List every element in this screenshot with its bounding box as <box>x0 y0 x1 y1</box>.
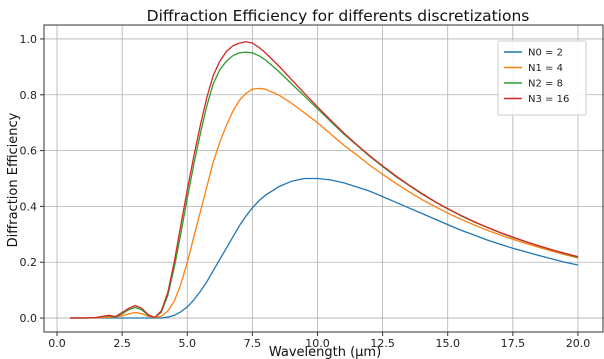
x-tick-label: 2.5 <box>113 337 131 350</box>
plot-frame <box>43 24 604 333</box>
y-tick-label: 0.6 <box>20 145 38 158</box>
legend-label-3: N3 = 16 <box>528 94 569 105</box>
x-tick-label: 15.0 <box>435 337 460 350</box>
y-tick-label: 1.0 <box>20 33 38 46</box>
x-tick-label: 5.0 <box>179 337 197 350</box>
chart-title: Diffraction Efficiency for differents di… <box>147 7 530 25</box>
x-tick-label: 12.5 <box>370 337 395 350</box>
series-line-0 <box>70 177 579 319</box>
y-tick-label: 0.4 <box>20 200 38 213</box>
y-tick-label: 0.2 <box>20 256 38 269</box>
series-line-3 <box>70 41 579 319</box>
y-tick-label: 0.0 <box>20 312 38 325</box>
legend: N0 = 2 N1 = 4 N2 = 8 N3 = 16 <box>497 40 587 116</box>
legend-entries: N0 = 2 N1 = 4 N2 = 8 N3 = 16 <box>504 48 569 105</box>
y-axis-title: Diffraction Efficiency <box>6 112 21 247</box>
legend-label-1: N1 = 4 <box>528 63 563 74</box>
x-tick-label: 7.5 <box>244 337 262 350</box>
legend-box <box>497 40 587 116</box>
x-axis-title: Wavelength (μm) <box>269 345 381 359</box>
x-tick-label: 20.0 <box>566 337 591 350</box>
legend-label-2: N2 = 8 <box>528 79 563 90</box>
x-tick-label: 17.5 <box>501 337 526 350</box>
x-tick-label: 10.0 <box>305 337 330 350</box>
series-lines <box>70 41 579 319</box>
x-axis-ticks: 0.0 2.5 5.0 7.5 10.0 12.5 15.0 17.5 20.0 <box>48 332 590 350</box>
x-tick-label: 0.0 <box>48 337 66 350</box>
y-axis-ticks: 0.0 0.2 0.4 0.6 0.8 1.0 <box>20 33 44 325</box>
y-tick-label: 0.8 <box>20 89 38 102</box>
legend-label-0: N0 = 2 <box>528 48 563 59</box>
series-line-1 <box>70 87 579 319</box>
